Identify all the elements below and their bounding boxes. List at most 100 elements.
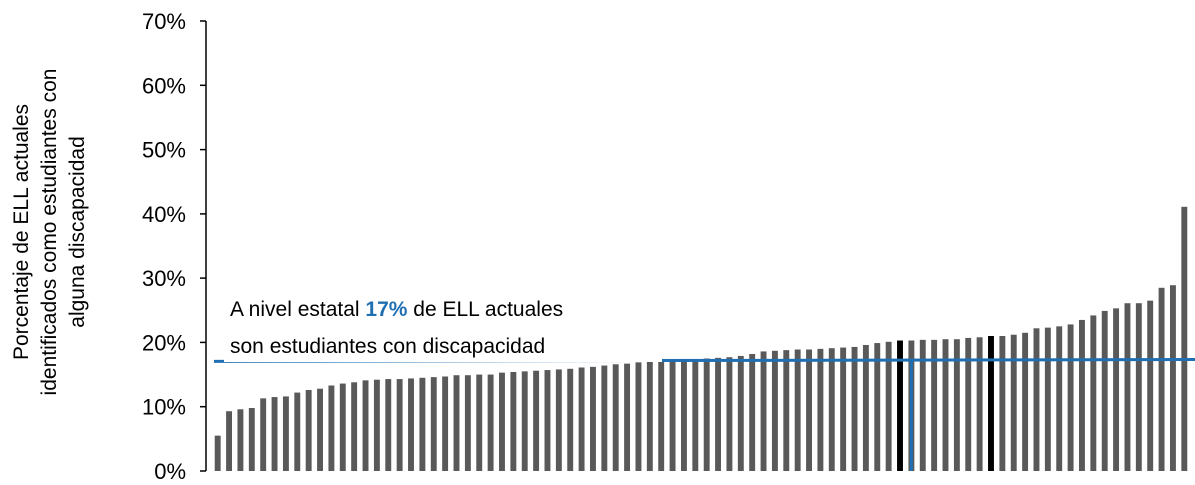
bar — [692, 359, 699, 471]
annotation-highlight-value: 17% — [365, 298, 407, 321]
bar — [703, 358, 710, 471]
bar — [499, 372, 505, 471]
y-tick-label: 50% — [142, 138, 186, 163]
bars — [214, 206, 1188, 472]
y-axis: 0% 10% 20% 30% 40% 50% 60% 70% — [142, 9, 186, 484]
bar — [874, 343, 881, 471]
bar — [646, 361, 653, 471]
bar — [965, 337, 972, 471]
bar — [396, 379, 403, 471]
bar — [385, 379, 392, 471]
y-axis-title-line-2: identificados como estudiantes con — [38, 69, 61, 396]
bar — [260, 398, 267, 471]
bar — [635, 362, 642, 471]
bar — [590, 366, 596, 471]
bar — [1181, 206, 1188, 472]
bar — [1056, 326, 1063, 471]
bar — [612, 364, 619, 471]
bar — [555, 369, 562, 471]
bar — [760, 351, 767, 471]
bar-highlighted — [988, 336, 994, 471]
bar — [237, 409, 244, 471]
bar — [533, 370, 540, 471]
bar — [749, 354, 756, 471]
y-tick-label: 40% — [142, 202, 186, 227]
bar — [1079, 319, 1085, 471]
bar — [669, 361, 676, 471]
bar — [214, 435, 221, 471]
bar — [1169, 285, 1176, 471]
bar — [578, 367, 585, 471]
bar — [1044, 327, 1051, 471]
bar — [783, 350, 790, 471]
bar — [487, 374, 494, 471]
bar — [248, 408, 255, 471]
bar — [339, 383, 346, 471]
bar — [931, 339, 938, 471]
bar — [226, 411, 233, 471]
bar — [715, 357, 722, 471]
bar — [919, 339, 926, 471]
bar — [726, 357, 733, 471]
bar — [453, 375, 460, 471]
bar — [464, 375, 471, 471]
y-tick-label: 60% — [142, 73, 186, 98]
bar — [305, 390, 312, 471]
bar — [999, 336, 1006, 471]
bar — [1101, 310, 1108, 471]
bar — [430, 377, 437, 471]
bar — [771, 350, 778, 471]
bar — [658, 361, 665, 471]
annotation-suffix: de ELL actuales — [407, 298, 563, 321]
bar — [885, 341, 892, 471]
annotation-line-1: A nivel estatal 17% de ELL actuales — [230, 298, 563, 321]
bar — [976, 337, 983, 471]
annotation-line-2: son estudiantes con discapacidad — [230, 335, 545, 358]
bar — [419, 377, 426, 471]
bar — [510, 372, 517, 471]
bar — [737, 355, 744, 471]
bar — [1067, 324, 1074, 471]
bar — [851, 346, 858, 471]
bar — [351, 382, 358, 471]
bar — [1090, 315, 1097, 471]
bar — [942, 339, 949, 471]
bar — [328, 385, 335, 471]
bar — [828, 348, 835, 471]
bar — [408, 378, 414, 471]
y-axis-title-line-3: alguna discapacidad — [66, 136, 89, 327]
bar — [567, 368, 574, 471]
y-tick-label: 70% — [142, 9, 186, 34]
bar — [862, 345, 869, 471]
bar — [1022, 332, 1029, 471]
y-axis-ticks — [200, 20, 206, 472]
bar — [282, 396, 289, 471]
y-axis-title-line-1: Porcentaje de ELL actuales — [10, 104, 33, 360]
y-tick-label: 0% — [154, 459, 186, 484]
bar — [817, 348, 824, 471]
bar — [521, 371, 528, 471]
bar — [1147, 300, 1154, 471]
y-tick-label: 10% — [142, 395, 186, 420]
bar-highlighted — [897, 340, 903, 471]
y-axis-title: Porcentaje de ELL actuales identificados… — [10, 69, 89, 396]
bar — [442, 376, 449, 471]
bar — [953, 339, 960, 471]
bar — [806, 349, 812, 471]
bar — [362, 380, 369, 471]
bar — [1124, 303, 1131, 471]
bar — [317, 388, 323, 471]
bar — [840, 347, 847, 471]
bar — [1010, 334, 1017, 471]
bar — [624, 363, 631, 471]
bar — [476, 374, 483, 471]
bar — [1135, 303, 1142, 471]
bar — [1033, 328, 1040, 471]
y-tick-label: 30% — [142, 266, 186, 291]
bar — [1113, 308, 1120, 471]
bar — [601, 365, 608, 471]
annotation-background — [224, 286, 662, 362]
bar — [1158, 287, 1165, 471]
bar — [544, 370, 551, 471]
